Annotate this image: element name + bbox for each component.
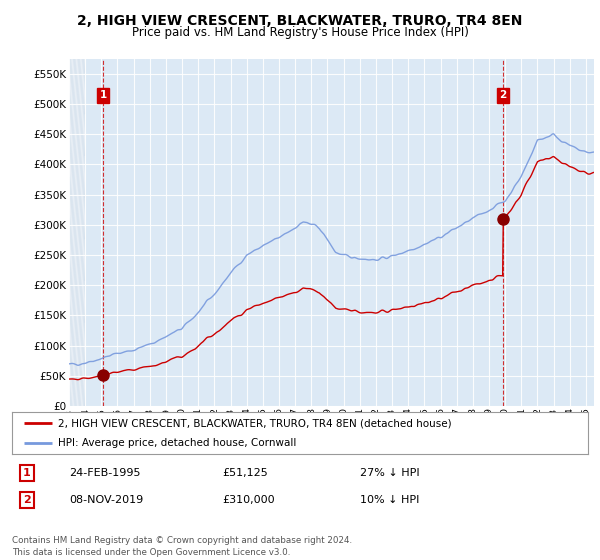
Text: 27% ↓ HPI: 27% ↓ HPI [360, 468, 419, 478]
Text: 1: 1 [23, 468, 31, 478]
Text: 24-FEB-1995: 24-FEB-1995 [69, 468, 140, 478]
Text: 2, HIGH VIEW CRESCENT, BLACKWATER, TRURO, TR4 8EN: 2, HIGH VIEW CRESCENT, BLACKWATER, TRURO… [77, 14, 523, 28]
Text: HPI: Average price, detached house, Cornwall: HPI: Average price, detached house, Corn… [58, 438, 296, 448]
Bar [69, 59, 85, 406]
Text: 1: 1 [100, 90, 107, 100]
Text: 2: 2 [499, 90, 506, 100]
Text: 2, HIGH VIEW CRESCENT, BLACKWATER, TRURO, TR4 8EN (detached house): 2, HIGH VIEW CRESCENT, BLACKWATER, TRURO… [58, 418, 452, 428]
Text: Contains HM Land Registry data © Crown copyright and database right 2024.
This d: Contains HM Land Registry data © Crown c… [12, 536, 352, 557]
Text: 2: 2 [23, 495, 31, 505]
Text: 08-NOV-2019: 08-NOV-2019 [69, 495, 143, 505]
Text: Price paid vs. HM Land Registry's House Price Index (HPI): Price paid vs. HM Land Registry's House … [131, 26, 469, 39]
Text: £51,125: £51,125 [222, 468, 268, 478]
Text: 10% ↓ HPI: 10% ↓ HPI [360, 495, 419, 505]
Text: £310,000: £310,000 [222, 495, 275, 505]
